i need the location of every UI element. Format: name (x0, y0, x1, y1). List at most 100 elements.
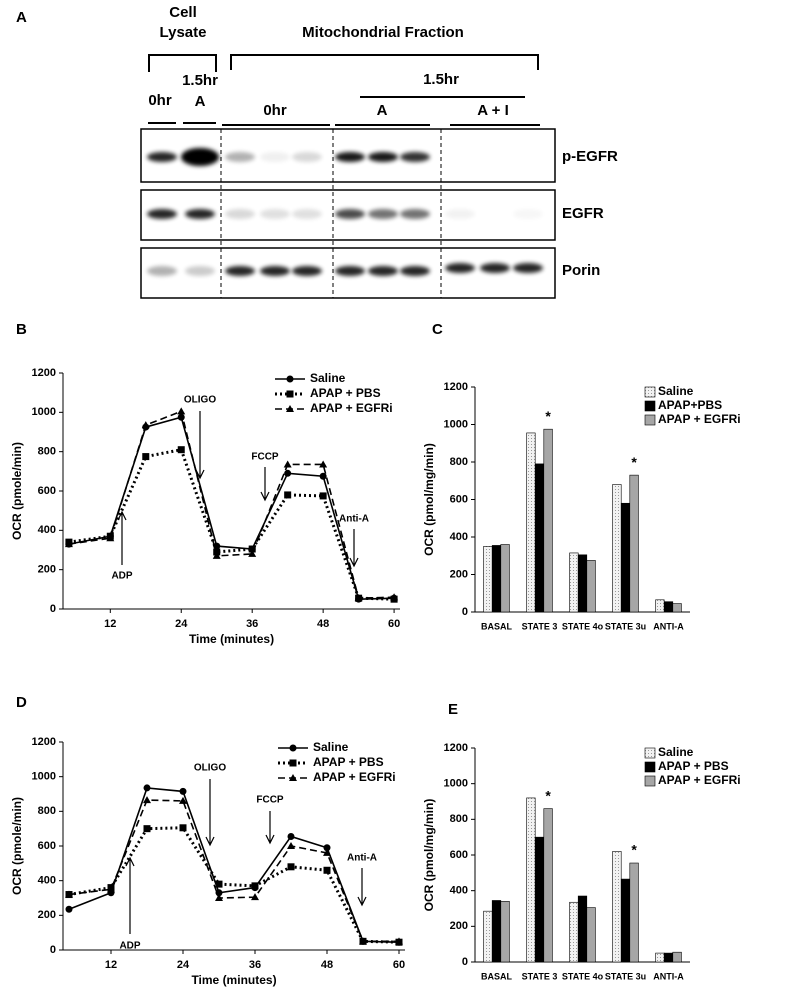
legend-label: APAP+PBS (658, 398, 722, 412)
series-line (68, 826, 400, 944)
x-tick-label: 48 (317, 618, 329, 630)
y-tick-label: 200 (450, 568, 468, 580)
band (260, 152, 290, 162)
significance-mark: * (545, 787, 551, 803)
marker (323, 844, 331, 852)
band (225, 152, 255, 162)
y-tick-label: 600 (450, 849, 468, 861)
lane-label: 1.5hr (182, 72, 218, 89)
legend-label: APAP + EGFRi (658, 773, 741, 787)
marker (323, 848, 331, 856)
lane-label: 0hr (148, 92, 172, 109)
band (185, 209, 215, 219)
marker (286, 405, 294, 412)
chart-panel: 0 200 400 600 800 1000 1200 OCR (pmol/mg/min) E B… (422, 701, 740, 981)
marker (65, 905, 73, 913)
marker (359, 937, 367, 945)
legend-swatch (644, 747, 656, 759)
band (368, 266, 398, 276)
band (480, 263, 510, 273)
bar (629, 474, 639, 613)
western-blot: A Cell Lysate Mitochondrial Fraction 0hr… (16, 4, 618, 299)
y-tick-label: 200 (38, 909, 56, 921)
marker (107, 885, 115, 893)
series-line (68, 799, 399, 943)
y-tick-label: 0 (462, 956, 468, 968)
marker (289, 744, 297, 752)
marker (64, 540, 73, 548)
x-tick-label: BASAL (481, 621, 513, 631)
marker (212, 551, 221, 559)
legend-swatch (644, 775, 656, 787)
row-label: Porin (562, 262, 600, 279)
bar (543, 428, 553, 613)
panel-letter: B (16, 321, 27, 338)
bar (543, 808, 553, 963)
significance-mark: * (545, 408, 551, 424)
marker (251, 882, 259, 890)
bar (491, 900, 502, 963)
x-tick-label: STATE 3u (605, 971, 646, 981)
band (147, 152, 177, 162)
marker (142, 453, 150, 461)
y-tick-label: 0 (50, 944, 56, 956)
marker (143, 796, 151, 804)
x-axis-label: Time (minutes) (189, 632, 274, 646)
band (335, 266, 365, 276)
row-label: EGFR (562, 205, 604, 222)
bar (612, 484, 622, 613)
marker (251, 893, 259, 901)
x-tick-label: STATE 3 (522, 621, 558, 631)
blot-header: Lysate (160, 24, 207, 41)
y-tick-label: 0 (462, 606, 468, 618)
legend-swatch (644, 761, 656, 773)
y-tick-label: 400 (38, 524, 56, 536)
band (400, 266, 430, 276)
band (147, 266, 177, 276)
marker (179, 787, 187, 795)
x-tick-label: ANTI-A (653, 971, 684, 981)
lane-label: 1.5hr (423, 71, 459, 88)
band (368, 152, 398, 162)
annotation-arrow (349, 529, 359, 568)
legend-label: APAP + EGFRi (658, 412, 741, 426)
blot-frames (140, 128, 556, 299)
lane-dividers (220, 129, 442, 298)
series-line (68, 447, 395, 601)
bar (612, 851, 622, 963)
significance-mark: * (631, 454, 637, 470)
bracket (148, 54, 217, 72)
band (225, 266, 255, 276)
y-tick-label: 1000 (444, 778, 468, 790)
panel-letter: E (448, 701, 458, 718)
bar (620, 502, 631, 613)
y-tick-label: 400 (450, 531, 468, 543)
annotation-arrow (125, 856, 135, 934)
lane-label: 0hr (263, 102, 287, 119)
band (513, 209, 543, 219)
marker (286, 375, 294, 383)
y-tick-label: 600 (38, 840, 56, 852)
y-tick-label: 200 (38, 564, 56, 576)
legend-swatch (644, 414, 656, 426)
marker (289, 759, 297, 767)
marker (390, 593, 399, 601)
blot-header: Mitochondrial Fraction (302, 24, 464, 41)
x-tick-label: 36 (249, 959, 261, 971)
y-axis-label: OCR (pmol/mg/min) (422, 799, 436, 912)
marker (248, 545, 256, 553)
y-tick-label: 600 (450, 493, 468, 505)
band (368, 209, 398, 219)
legend-label: APAP + EGFRi (313, 770, 396, 784)
bar (526, 432, 536, 613)
lane-label: A + I (477, 102, 509, 119)
bar (586, 560, 596, 613)
annotation: FCCP (256, 795, 284, 806)
band (445, 209, 475, 219)
chart-panel: 0 200 400 600 800 1000 1200 OCR (pmol/mg/min) C B… (422, 321, 740, 631)
marker (395, 937, 403, 945)
bar (483, 546, 493, 613)
annotation: Anti-A (339, 514, 369, 525)
